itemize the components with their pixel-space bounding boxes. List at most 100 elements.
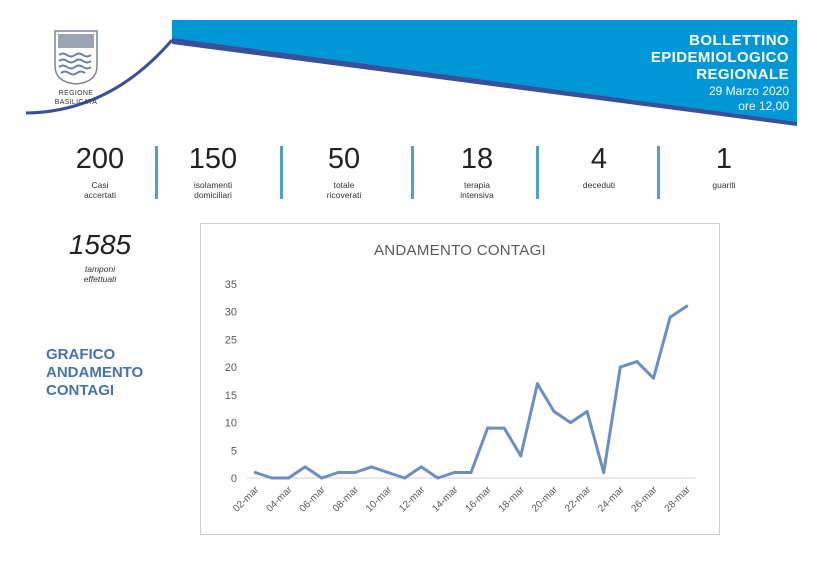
stat-label-line2: ricoverati (326, 190, 362, 200)
crest-icon (54, 30, 98, 85)
data-point (286, 476, 290, 480)
data-point (436, 476, 440, 480)
region-logo (52, 28, 100, 91)
data-point (585, 409, 589, 413)
stat-value: 18 (460, 143, 494, 175)
data-point (353, 470, 357, 474)
stat-divider (536, 146, 539, 199)
tamponi-value: 1585 (68, 229, 132, 260)
section-title-line2: ANDAMENTO (46, 364, 144, 381)
x-tick-label: 10-mar (364, 484, 395, 515)
stat-label-line2: deceduti (582, 180, 616, 190)
region-label: REGIONE BASILICATA (40, 89, 112, 107)
line-chart: 0 5 10 15 20 25 30 35 02-mar 04-mar 06-mar 08-mar 10… (225, 279, 695, 515)
stat-isolamenti-domiciliari: 150 isolamenti domiciliari (158, 142, 268, 200)
data-point (486, 426, 490, 430)
stat-value: 1 (715, 143, 733, 175)
data-point (320, 476, 324, 480)
header-banner (25, 20, 797, 126)
bulletin-title-line1: BOLLETTINO (689, 32, 789, 49)
stat-label-line1: isolamenti (193, 180, 233, 190)
section-title-line3: CONTAGI (46, 382, 115, 399)
data-point (502, 426, 506, 430)
stat-terapia-intensiva: 18 terapia intensiva (422, 142, 532, 200)
section-title-line1: GRAFICO (46, 346, 116, 363)
stat-label-line2: accertati (83, 190, 117, 200)
stat-guariti: 1 guariti (669, 142, 779, 190)
y-tick-label: 25 (225, 334, 237, 346)
y-tick-label: 10 (225, 418, 237, 430)
data-point (668, 315, 672, 319)
data-point (419, 465, 423, 469)
stat-totale-ricoverati: 50 totale ricoverati (289, 142, 399, 200)
data-point (386, 470, 390, 474)
stat-value: 150 (188, 143, 238, 175)
stat-divider (657, 146, 660, 199)
x-tick-label: 12-mar (397, 484, 428, 515)
stat-casi-accertati: 200 Casi accertati (45, 142, 155, 200)
region-label-line1: REGIONE (58, 90, 94, 97)
data-point (452, 470, 456, 474)
bulletin-header: BOLLETTINO EPIDEMIOLOGICO REGIONALE 29 M… (651, 32, 789, 113)
y-tick-label: 30 (225, 307, 237, 319)
y-tick-label: 0 (231, 473, 237, 485)
data-point (652, 376, 656, 380)
stat-deceduti: 4 deceduti (544, 142, 654, 190)
data-point (469, 470, 473, 474)
bulletin-title-line3: REGIONALE (696, 66, 789, 83)
y-tick-label: 15 (225, 390, 237, 402)
x-tick-label: 04-mar (264, 484, 295, 515)
x-tick-label: 20-mar (530, 484, 561, 515)
data-point (635, 360, 639, 364)
data-point (535, 382, 539, 386)
x-tick-label: 06-mar (298, 484, 329, 515)
data-point (602, 470, 606, 474)
stat-value: 200 (75, 143, 125, 175)
stat-value: 4 (590, 143, 608, 175)
bulletin-date: 29 Marzo 2020 (708, 84, 789, 98)
y-tick-label: 5 (231, 445, 237, 457)
stat-label-line1: totale (333, 180, 355, 190)
data-point (336, 470, 340, 474)
data-point (253, 470, 257, 474)
stat-divider (411, 146, 414, 199)
data-point (519, 454, 523, 458)
chart-panel: ANDAMENTO CONTAGI 0 5 10 15 20 25 30 35 02-mar 04… (200, 223, 720, 535)
stat-label-line1: Casi (91, 180, 109, 190)
x-tick-label: 26-mar (629, 484, 660, 515)
tamponi-label-line2: effettuati (83, 274, 117, 284)
stat-tamponi-effettuati: 1585 tamponi effettuati (50, 229, 150, 284)
logo-panel-curve (25, 39, 174, 115)
stat-divider (280, 146, 283, 199)
banner-blue-band (172, 20, 797, 124)
region-label-line2: BASILICATA (54, 99, 98, 106)
x-tick-label: 18-mar (497, 484, 528, 515)
stat-label-line2: domiciliari (194, 190, 232, 200)
data-point (685, 304, 689, 308)
stat-divider (155, 146, 158, 199)
bulletin-title-line2: EPIDEMIOLOGICO (650, 49, 789, 66)
y-tick-label: 35 (225, 279, 237, 291)
stat-label-line2: guariti (712, 180, 736, 190)
chart-title: ANDAMENTO CONTAGI (373, 242, 547, 259)
series-line-contagi (253, 304, 689, 480)
stat-label-line1: terapia (464, 180, 490, 190)
x-tick-label: 16-mar (464, 484, 495, 515)
data-point (369, 465, 373, 469)
data-point (270, 476, 274, 480)
tamponi-label-line1: tamponi (84, 264, 116, 274)
x-tick-label: 28-mar (663, 484, 694, 515)
x-tick-label: 24-mar (596, 484, 627, 515)
stat-value: 50 (327, 143, 361, 175)
data-point (618, 365, 622, 369)
data-point (569, 421, 573, 425)
x-tick-label: 14-mar (430, 484, 461, 515)
x-tick-label: 02-mar (231, 484, 262, 515)
chart-section-title: GRAFICO ANDAMENTO CONTAGI (46, 346, 196, 400)
data-point (303, 465, 307, 469)
stat-label-line2: intensiva (460, 190, 494, 200)
x-tick-label: 08-mar (331, 484, 362, 515)
bulletin-time: ore 12,00 (738, 99, 789, 113)
y-tick-label: 20 (225, 362, 237, 374)
data-point (403, 476, 407, 480)
